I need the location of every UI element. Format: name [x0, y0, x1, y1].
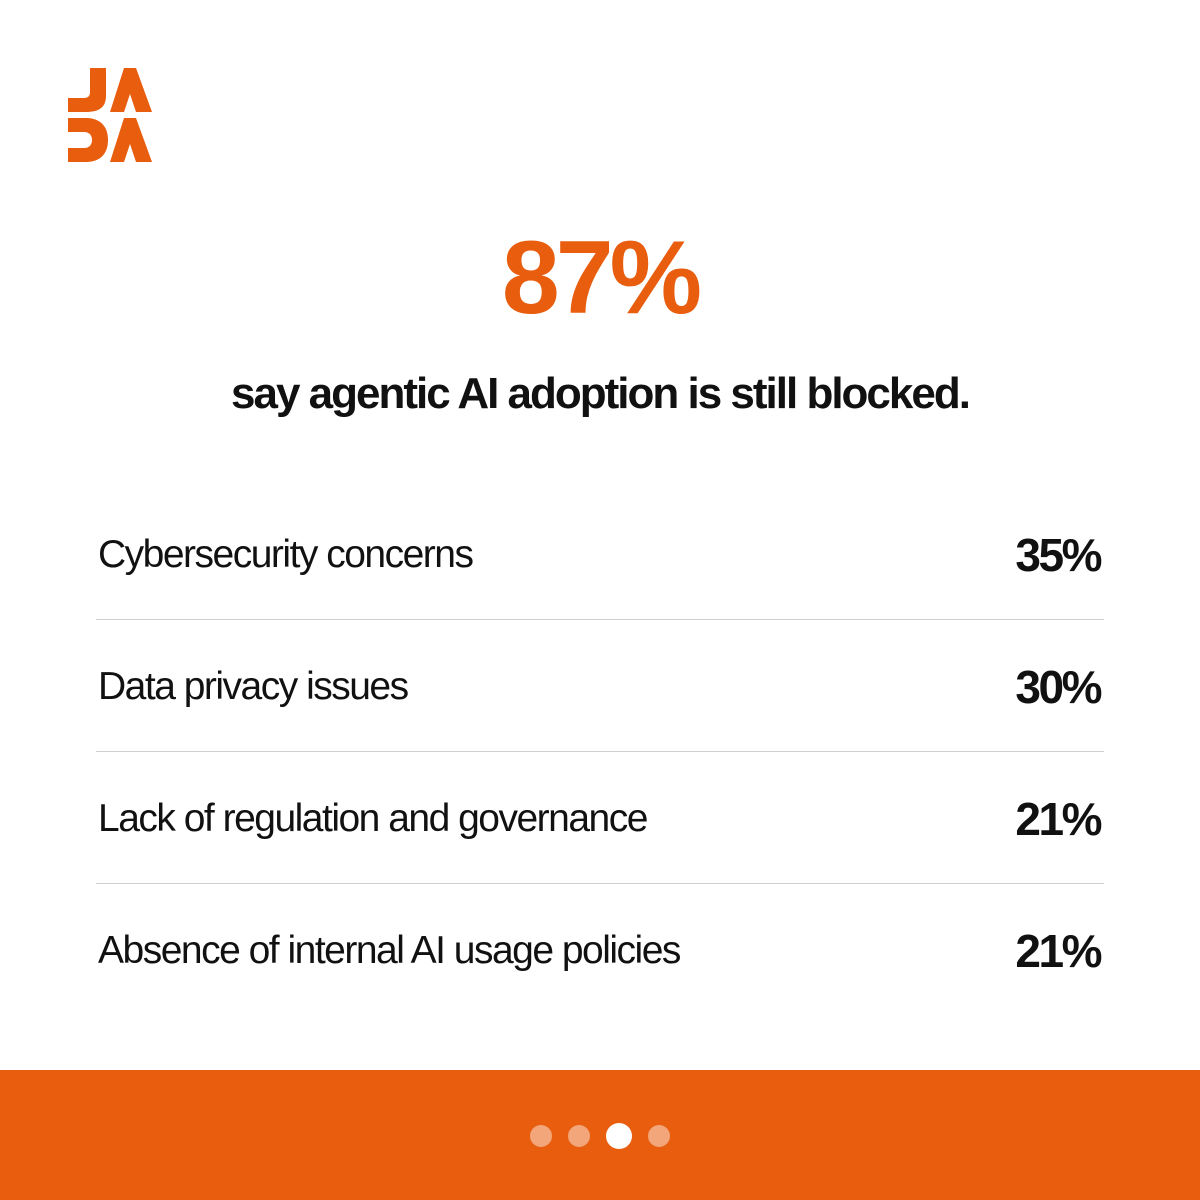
- headline-subtitle: say agentic AI adoption is still blocked…: [231, 369, 971, 418]
- stat-row: Data privacy issues 30%: [96, 620, 1104, 752]
- stat-row: Cybersecurity concerns 35%: [96, 488, 1104, 620]
- stat-value: 35%: [1015, 528, 1102, 581]
- pagination-dot-active[interactable]: [606, 1123, 632, 1149]
- pagination-dot[interactable]: [568, 1125, 590, 1147]
- stat-value: 30%: [1015, 660, 1102, 713]
- pagination-dot[interactable]: [530, 1125, 552, 1147]
- stat-label: Lack of regulation and governance: [98, 796, 648, 840]
- pagination-dot[interactable]: [648, 1125, 670, 1147]
- pagination-dots: [0, 1123, 1200, 1149]
- stat-label: Cybersecurity concerns: [98, 532, 474, 576]
- stat-value: 21%: [1015, 925, 1102, 977]
- jada-logo-mark: [68, 68, 152, 162]
- stat-row: Absence of internal AI usage policies 21…: [96, 884, 1104, 1016]
- jada-logo: [66, 66, 152, 162]
- stat-row: Lack of regulation and governance 21%: [96, 752, 1104, 884]
- stat-value: 21%: [1015, 792, 1102, 845]
- stat-label: Data privacy issues: [98, 664, 409, 708]
- stats-list: Cybersecurity concerns 35% Data privacy …: [96, 488, 1104, 1016]
- footer-bar: [0, 1070, 1200, 1200]
- headline-percentage: 87%: [501, 220, 702, 336]
- stat-label: Absence of internal AI usage policies: [98, 929, 681, 972]
